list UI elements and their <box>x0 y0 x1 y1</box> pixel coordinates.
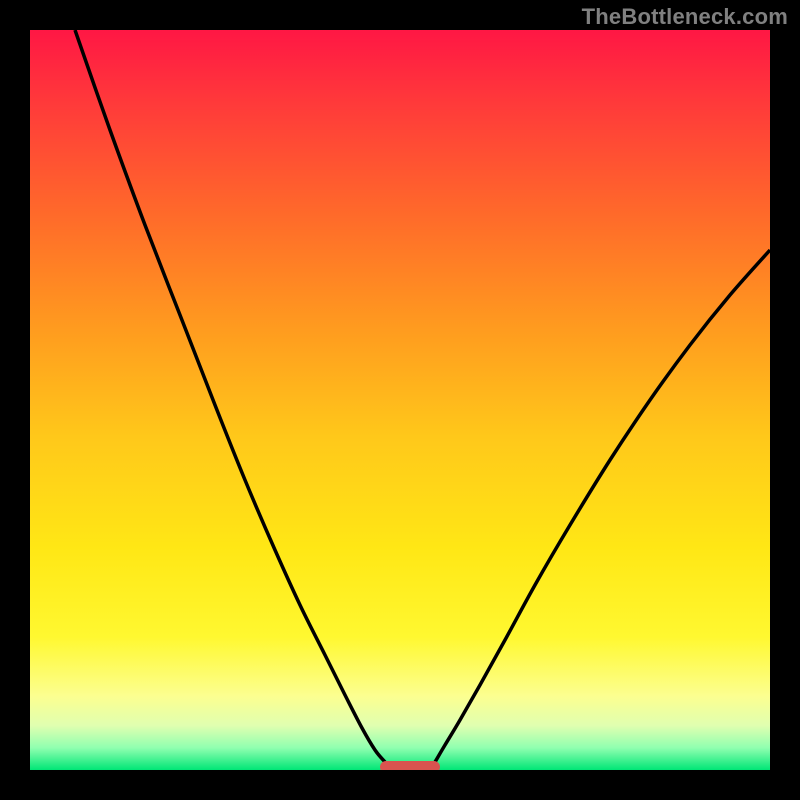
gradient-background <box>30 30 770 770</box>
minimum-marker <box>380 761 440 770</box>
plot-area <box>30 30 770 770</box>
watermark-text: TheBottleneck.com <box>582 4 788 30</box>
chart-frame: TheBottleneck.com <box>0 0 800 800</box>
